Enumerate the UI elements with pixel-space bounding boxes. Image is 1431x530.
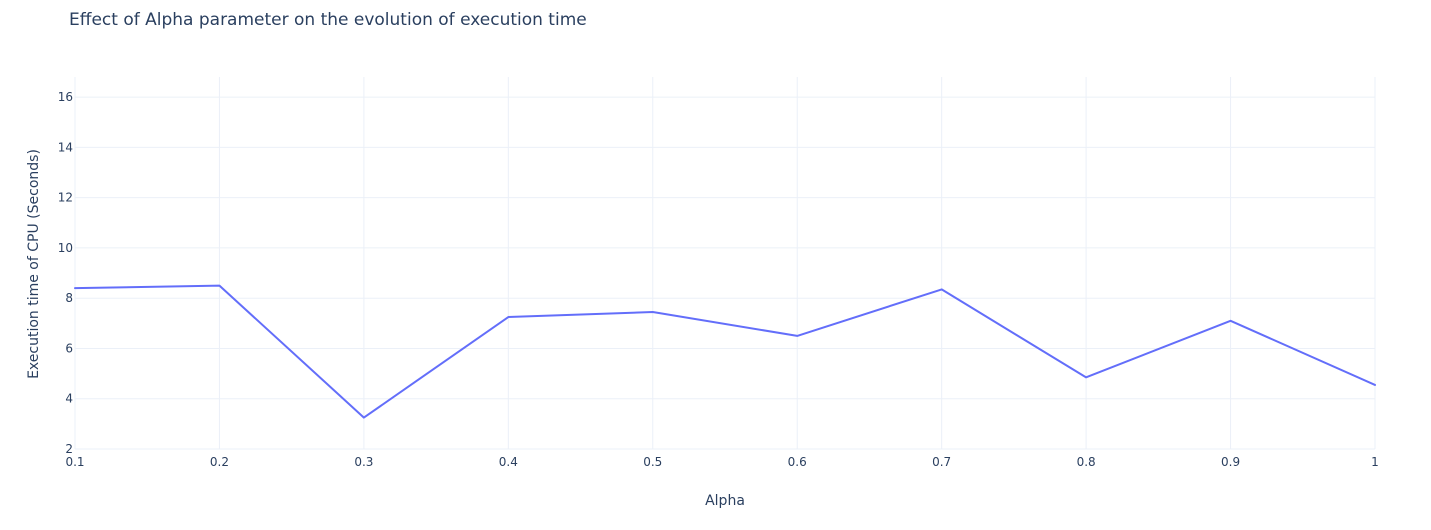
x-tick-label: 0.7 [932,455,951,469]
y-gridlines [75,96,1375,450]
x-tick-label: 0.9 [1221,455,1240,469]
y-tick-label: 16 [58,90,73,104]
y-axis-label: Execution time of CPU (Seconds) [26,149,42,379]
y-tick-label: 4 [65,392,73,406]
x-tick-label: 0.6 [788,455,807,469]
x-tick-label: 0.2 [210,455,229,469]
y-tick-label: 6 [65,341,73,355]
y-tick-label: 10 [58,241,73,255]
x-axis-label: Alpha [705,493,745,509]
x-tick-label: 1 [1371,455,1379,469]
y-tick-label: 14 [58,140,73,154]
y-tick-label: 12 [58,191,73,205]
y-axis-ticks: 2 4 6 8 10 12 14 16 [58,90,73,456]
y-tick-label: 8 [65,291,73,305]
y-tick-label: 2 [65,442,73,456]
series-line [74,284,1376,419]
x-tick-label: 0.3 [354,455,373,469]
x-gridlines [74,77,1376,449]
x-axis-ticks: 0.1 0.2 0.3 0.4 0.5 0.6 0.7 0.8 0.9 1 [65,455,1378,469]
x-tick-label: 0.1 [65,455,84,469]
x-tick-label: 0.5 [643,455,662,469]
chart-title: Effect of Alpha parameter on the evoluti… [69,10,587,30]
series-layer [74,284,1376,419]
x-tick-label: 0.8 [1077,455,1096,469]
x-tick-label: 0.4 [499,455,518,469]
